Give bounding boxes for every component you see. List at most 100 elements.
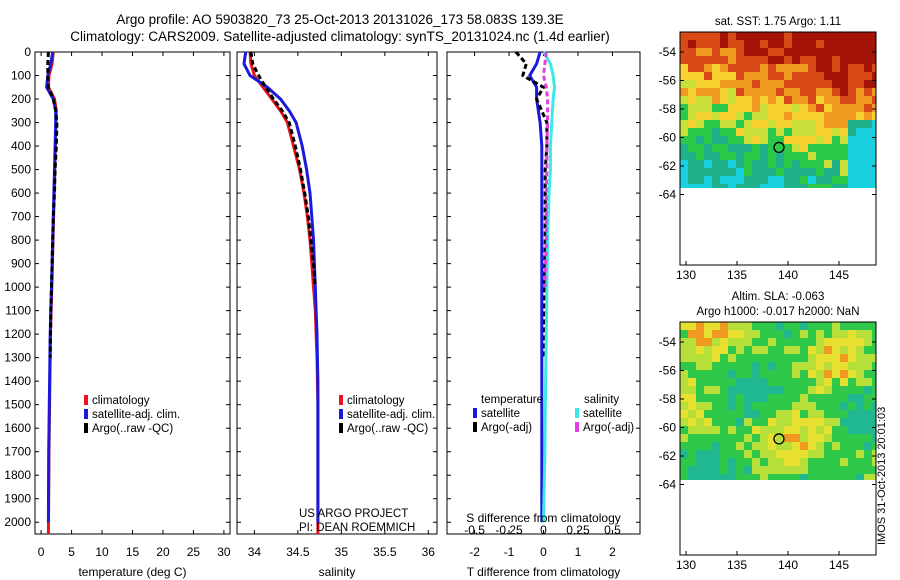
map-cell [768, 330, 776, 338]
map-cell [728, 346, 736, 354]
map-cell [784, 338, 792, 346]
map-cell [856, 112, 864, 120]
map-cell [696, 362, 704, 370]
map-cell [696, 168, 704, 176]
map-cell [832, 40, 840, 48]
depth-tick-label: 1200 [4, 327, 31, 341]
map-cell [728, 48, 736, 56]
map-cell [872, 378, 876, 386]
map-cell [768, 426, 776, 434]
legend-swatch-diff-temperature [473, 422, 477, 432]
map-cell [776, 112, 784, 120]
map-cell [704, 354, 712, 362]
map-cell [704, 40, 712, 48]
map-cell [784, 128, 792, 136]
map-cell [864, 330, 872, 338]
map-cell [752, 426, 760, 434]
map-cell [808, 466, 816, 474]
map-cell [688, 466, 696, 474]
map-cell [768, 322, 776, 330]
map-cell [744, 338, 752, 346]
map-cell [712, 72, 720, 80]
legend-swatch-diff-salinity [575, 408, 579, 418]
map-cell [720, 474, 728, 480]
map-cell [792, 32, 800, 40]
map-cell [760, 112, 768, 120]
map-cell [704, 112, 712, 120]
map-cell [768, 32, 776, 40]
map-cell [760, 120, 768, 128]
map-cell [856, 330, 864, 338]
map-cell [712, 152, 720, 160]
map-cell [824, 184, 832, 188]
map-cell [760, 64, 768, 72]
x-tick-label: 2 [609, 545, 616, 559]
map-cell [864, 176, 872, 184]
map-cell [808, 72, 816, 80]
map-cell [856, 354, 864, 362]
depth-tick-label: 1100 [5, 304, 31, 318]
map-cell [824, 128, 832, 136]
x-tick-label: 5 [68, 545, 75, 559]
map-cell [720, 32, 728, 40]
map-cell [832, 112, 840, 120]
map-cell [744, 40, 752, 48]
map-cell [728, 354, 736, 362]
map-cell [768, 168, 776, 176]
map-cell [760, 104, 768, 112]
map-cell [760, 338, 768, 346]
legend-swatch-diff-temperature [473, 408, 477, 418]
map-y-tick-label: -58 [659, 102, 677, 116]
map-cell [840, 450, 848, 458]
map-cell [776, 378, 784, 386]
map-cell [688, 152, 696, 160]
map-cell [808, 56, 816, 64]
map-cell [832, 370, 840, 378]
map-cell [784, 144, 792, 152]
depth-tick-label: 800 [11, 233, 31, 247]
map-cell [800, 434, 808, 442]
map-cell [776, 72, 784, 80]
map-cell [800, 442, 808, 450]
map-cell [760, 442, 768, 450]
depth-tick-label: 1000 [4, 280, 31, 294]
map-cell [864, 40, 872, 48]
map-cell [760, 402, 768, 410]
map-cell [776, 338, 784, 346]
chart-title-line2: Climatology: CARS2009. Satellite-adjuste… [70, 29, 610, 44]
map-cell [728, 64, 736, 72]
map-cell [704, 144, 712, 152]
map-cell [776, 128, 784, 136]
map-cell [752, 338, 760, 346]
depth-tick-label: 1800 [4, 468, 31, 482]
map-cell [776, 426, 784, 434]
map-cell [808, 402, 816, 410]
map-cell [768, 386, 776, 394]
legend-label-diff-temperature: Argo(-adj) [481, 422, 532, 434]
map-cell [696, 466, 704, 474]
map-cell [752, 362, 760, 370]
map-cell [712, 458, 720, 466]
map-cell [784, 322, 792, 330]
map-cell [792, 386, 800, 394]
map-cell [728, 338, 736, 346]
map-cell [704, 378, 712, 386]
map-cell [768, 40, 776, 48]
map-y-tick-label: -54 [659, 45, 677, 59]
map-cell [816, 386, 824, 394]
map-cell [696, 104, 704, 112]
map-cell [744, 322, 752, 330]
map-cell [784, 426, 792, 434]
map-cell [824, 426, 832, 434]
map-x-tick-label: 145 [829, 268, 849, 282]
map-cell [872, 362, 876, 370]
map-cell [872, 184, 876, 188]
map-cell [720, 426, 728, 434]
map-cell [680, 184, 688, 188]
map-y-tick-label: -58 [659, 392, 677, 406]
map-cell [776, 176, 784, 184]
map-cell [800, 386, 808, 394]
map-cell [688, 458, 696, 466]
map-cell [736, 466, 744, 474]
map-cell [744, 152, 752, 160]
